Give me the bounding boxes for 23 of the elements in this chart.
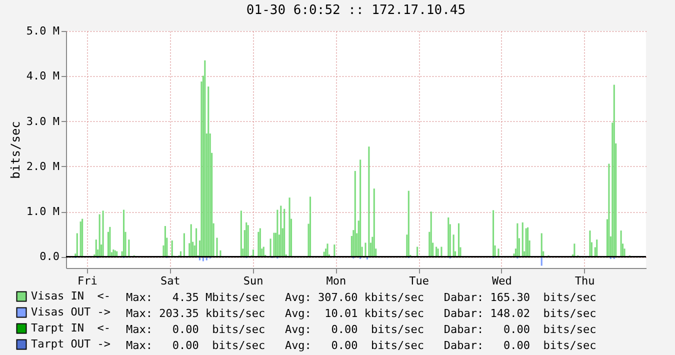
x-tick-label: Mon [326, 274, 346, 288]
x-tick-label: Sat [160, 274, 180, 288]
text: Max: 0.00 bits/sec Avg: 0.00 bits/sec Dabar: 0.00 bits/sec [126, 323, 596, 336]
y-tick-label: 0.0 [40, 250, 60, 264]
x-tick-label: Thu [574, 274, 595, 288]
x-tick-label: Wed [492, 274, 512, 288]
y-tick-label: 5.0 M [26, 24, 60, 38]
legend-label: Visas IN <- [31, 290, 110, 302]
text: Max: 203.35 kbits/sec Avg: 10.01 kbits/sec Dabar: 148.02 bits/sec [126, 307, 596, 320]
text: Max: 4.35 Mbits/sec Avg: 307.60 kbits/sec Dabar: 165.30 bits/sec [126, 291, 596, 304]
text: Max: 0.00 bits/sec Avg: 0.00 bits/sec Dabar: 0.00 bits/sec [126, 339, 596, 352]
x-tick-label: Fri [78, 274, 98, 288]
y-tick-label: 1.0 M [26, 205, 60, 218]
x-tick-label: Sun [243, 274, 264, 288]
y-axis-title: bits/sec [8, 121, 22, 179]
y-tick-label: 4.0 M [26, 70, 60, 83]
chart-title: 01-30 6:0:52 :: 172.17.10.45 [246, 3, 466, 18]
legend-label: Tarpt IN <- [31, 322, 110, 334]
legend-label: Tarpt OUT -> [31, 338, 111, 350]
x-tick-label: Tue [409, 274, 429, 288]
y-tick-label: 3.0 M [26, 114, 60, 128]
y-tick-label: 2.0 M [26, 160, 60, 173]
legend-label: Visas OUT -> [31, 306, 111, 318]
